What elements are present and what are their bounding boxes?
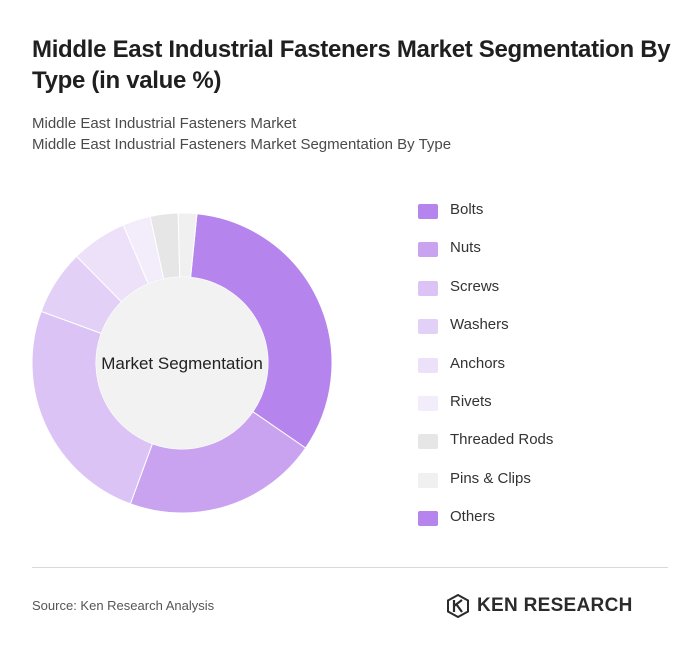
- legend-label: Bolts: [450, 201, 484, 218]
- legend-label: Threaded Rods: [450, 431, 554, 449]
- legend-item-nuts[interactable]: Nuts: [418, 236, 678, 274]
- donut-center: [96, 277, 268, 449]
- subtitle-line-2: Middle East Industrial Fasteners Market …: [32, 136, 452, 153]
- legend-label: Screws: [450, 277, 500, 295]
- footer-divider: [32, 567, 668, 568]
- legend-item-anchors[interactable]: Anchors: [418, 352, 678, 390]
- legend-label: Others: [450, 508, 496, 526]
- chart-subtitle: Middle East Industrial Fasteners Market …: [32, 113, 672, 155]
- legend-item-others[interactable]: Others: [418, 505, 678, 543]
- brand-name: KEN RESEARCH: [477, 595, 633, 616]
- legend-swatch: [418, 242, 438, 258]
- donut-center-label: Market Segmentation: [101, 354, 263, 373]
- legend-swatch: [418, 204, 438, 219]
- legend-item-washers[interactable]: Washers: [418, 313, 678, 351]
- donut-chart: Market Segmentation: [31, 212, 333, 514]
- legend-swatch: [418, 472, 438, 488]
- legend-swatch: [418, 511, 438, 527]
- legend-label: Anchors: [450, 354, 506, 372]
- brand-logo: KEN RESEARCH: [447, 592, 633, 620]
- legend-swatch: [418, 319, 438, 335]
- legend-label: Washers: [450, 316, 509, 334]
- legend-label: Pins & Clips: [450, 469, 531, 487]
- chart-legend: Bolts Nuts Screws Washers Anchors Rivets Threa…: [418, 198, 678, 544]
- legend-item-threaded-rods[interactable]: Threaded Rods: [418, 428, 678, 466]
- legend-swatch: [418, 395, 438, 411]
- legend-label: Nuts: [450, 239, 481, 257]
- source-note: Source: Ken Research Analysis: [32, 598, 215, 613]
- subtitle-line-1: Middle East Industrial Fasteners Market: [32, 115, 297, 132]
- legend-item-bolts[interactable]: Bolts: [418, 198, 678, 236]
- ken-research-logo-icon: [447, 594, 469, 618]
- slice-screws[interactable]: [31, 310, 154, 505]
- chart-title: Middle East Industrial Fasteners Market …: [32, 36, 671, 94]
- legend-swatch: [418, 357, 438, 373]
- legend-item-screws[interactable]: Screws: [418, 275, 678, 313]
- legend-label: Rivets: [450, 392, 492, 410]
- legend-item-rivets[interactable]: Rivets: [418, 390, 678, 428]
- legend-swatch: [418, 280, 438, 296]
- legend-swatch: [418, 434, 438, 450]
- legend-item-pins-clips[interactable]: Pins & Clips: [418, 467, 678, 505]
